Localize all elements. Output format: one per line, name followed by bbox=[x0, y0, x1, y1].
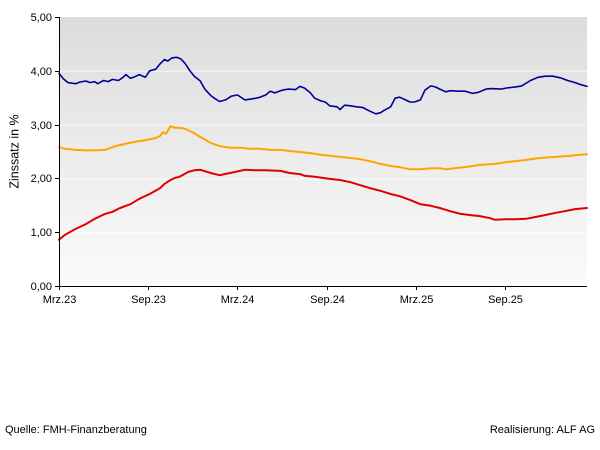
x-tick-label: Mrz.23 bbox=[43, 294, 77, 306]
series-line-blue bbox=[58, 56, 588, 115]
series-line-red bbox=[58, 168, 588, 241]
y-tick-label: 4,00 bbox=[31, 66, 52, 78]
x-tick-label: Sep.24 bbox=[310, 294, 345, 306]
x-tick-label: Sep.23 bbox=[131, 294, 166, 306]
realization-credit: Realisierung: ALF AG bbox=[489, 424, 595, 436]
x-tick-label: Mrz.24 bbox=[221, 294, 255, 306]
source-credit: Quelle: FMH-Finanzberatung bbox=[5, 424, 147, 436]
y-tick-label: 1,00 bbox=[31, 227, 52, 239]
y-tick-label: 3,00 bbox=[31, 120, 52, 132]
y-axis-title: Zinssatz in % bbox=[7, 114, 21, 188]
series-line-orange bbox=[58, 125, 588, 171]
x-tick-label: Mrz.25 bbox=[400, 294, 434, 306]
y-tick-label: 2,00 bbox=[31, 173, 52, 185]
x-tick-label: Sep.25 bbox=[488, 294, 523, 306]
y-tick-label: 0,00 bbox=[31, 281, 52, 293]
plot-background bbox=[59, 17, 587, 286]
y-tick-label: 5,00 bbox=[31, 12, 52, 24]
